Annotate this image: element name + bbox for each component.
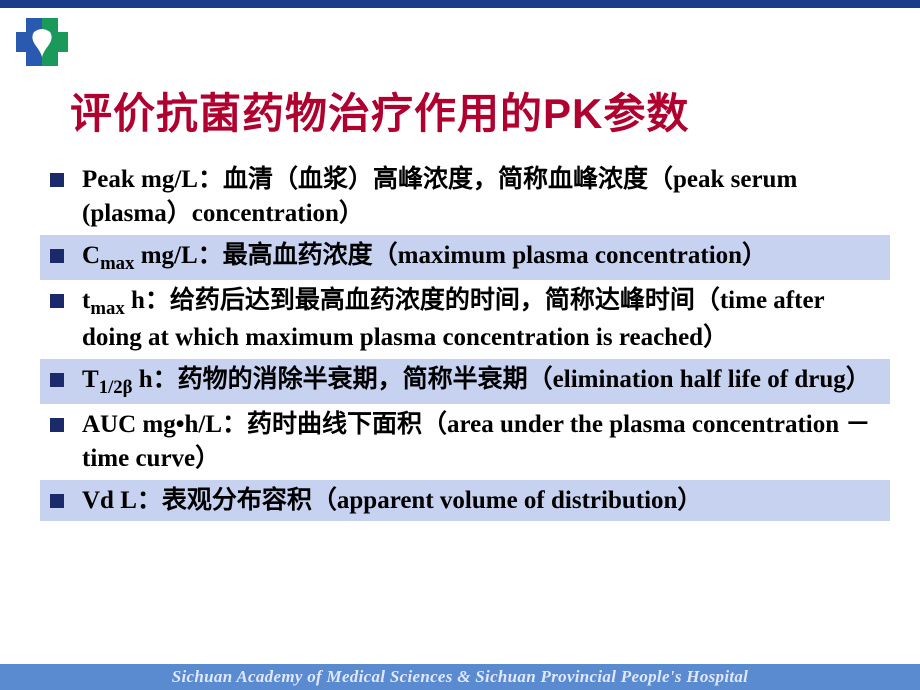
bullet-marker-icon <box>50 418 64 432</box>
bullet-marker-icon <box>50 173 64 187</box>
bullet-marker-icon <box>50 294 64 308</box>
bullet-text: tmax h：给药后达到最高血药浓度的时间，简称达峰时间（time after … <box>82 284 880 355</box>
footer-text: Sichuan Academy of Medical Sciences & Si… <box>172 667 748 687</box>
hospital-logo-icon <box>14 14 70 70</box>
bullet-item: Vd L：表观分布容积（apparent volume of distribut… <box>40 480 890 522</box>
bullet-marker-icon <box>50 494 64 508</box>
bullet-text: Cmax mg/L：最高血药浓度（maximum plasma concentr… <box>82 239 767 276</box>
bullet-item: AUC mg•h/L：药时曲线下面积（area under the plasma… <box>40 404 890 480</box>
bullet-text: Vd L：表观分布容积（apparent volume of distribut… <box>82 484 702 518</box>
bullet-list: Peak mg/L：血清（血浆）高峰浓度，简称血峰浓度（peak serum (… <box>0 159 920 521</box>
bullet-marker-icon <box>50 373 64 387</box>
footer-bar: Sichuan Academy of Medical Sciences & Si… <box>0 664 920 690</box>
bullet-text: T1/2β h：药物的消除半衰期，简称半衰期（elimination half … <box>82 363 871 400</box>
bullet-item: T1/2β h：药物的消除半衰期，简称半衰期（elimination half … <box>40 359 890 404</box>
bullet-text: AUC mg•h/L：药时曲线下面积（area under the plasma… <box>82 408 880 476</box>
bullet-marker-icon <box>50 249 64 263</box>
bullet-text: Peak mg/L：血清（血浆）高峰浓度，简称血峰浓度（peak serum (… <box>82 163 880 231</box>
bullet-item: Cmax mg/L：最高血药浓度（maximum plasma concentr… <box>40 235 890 280</box>
bullet-item: Peak mg/L：血清（血浆）高峰浓度，简称血峰浓度（peak serum (… <box>40 159 890 235</box>
slide-title: 评价抗菌药物治疗作用的PK参数 <box>0 8 920 159</box>
top-bar <box>0 0 920 8</box>
bullet-item: tmax h：给药后达到最高血药浓度的时间，简称达峰时间（time after … <box>40 280 890 359</box>
